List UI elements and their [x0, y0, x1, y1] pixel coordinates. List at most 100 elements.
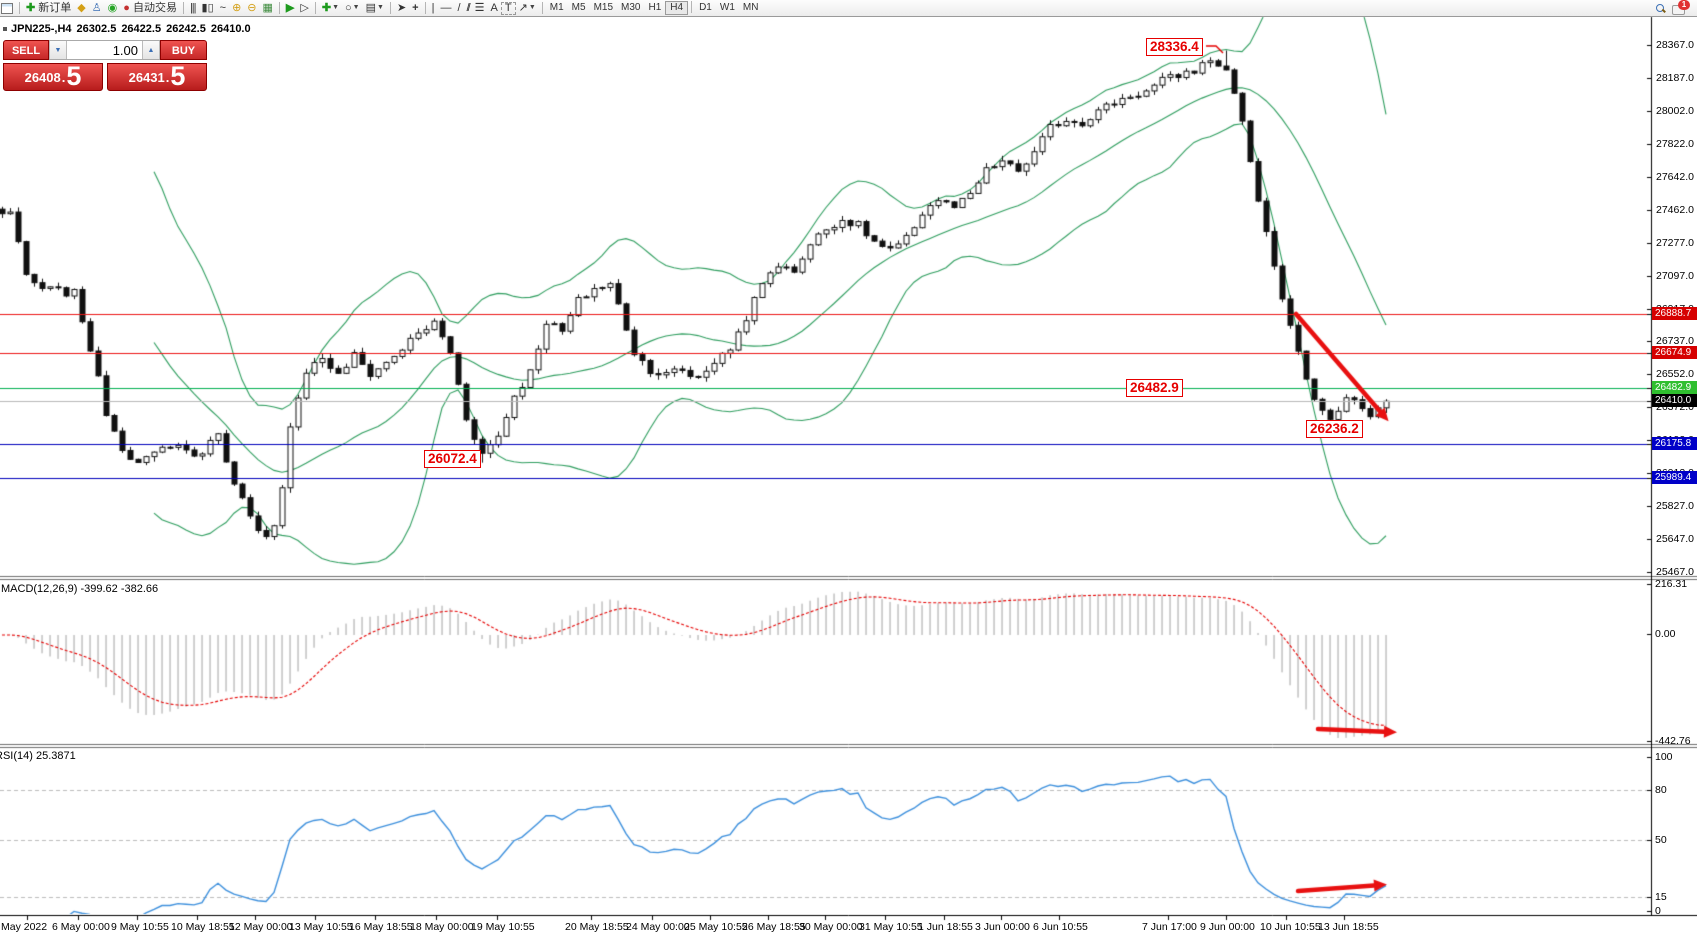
timeframe-h1[interactable]: H1 — [648, 2, 662, 13]
main-toolbar: ✚ 新订单 ◆ ♙ ◉ ● 自动交易 ||| ▮▯ ~ ⊕ ⊖ ▦ ▶ ▷ ✚ ▼… — [0, 0, 1697, 17]
price-level-tag: 26175.8 — [1652, 437, 1697, 450]
price-axis-label: 27462.0 — [1656, 204, 1694, 216]
chevron-down-icon: ▼ — [528, 4, 536, 11]
arrows-tool[interactable]: ↗ ▼ — [518, 2, 536, 14]
sell-price-dot: . — [61, 70, 66, 85]
chart-shift-button[interactable]: ▷ — [300, 2, 309, 14]
time-axis-label: 1 Jun 18:55 — [918, 921, 973, 933]
volume-up-button[interactable]: ▲ — [142, 41, 160, 59]
one-click-trading-panel: SELL ▼ ▲ BUY 26408.5 26431.5 — [3, 40, 207, 91]
price-axis-label: 28367.0 — [1656, 39, 1694, 51]
search-icon[interactable] — [1652, 1, 1669, 15]
toolbar-separator — [389, 2, 391, 14]
timeframe-m1[interactable]: M1 — [549, 2, 564, 13]
time-axis-label: 13 May 10:55 — [289, 921, 353, 933]
buy-button[interactable]: BUY — [160, 40, 207, 60]
price-axis-label: 26737.0 — [1656, 335, 1694, 347]
price-axis-label: 27822.0 — [1656, 138, 1694, 150]
sell-price-display[interactable]: 26408. 5 — [3, 63, 103, 91]
chevron-down-icon: ▼ — [377, 4, 384, 11]
time-axis-label: 10 Jun 10:55 — [1260, 921, 1321, 933]
buy-price-display[interactable]: 26431. 5 — [107, 63, 207, 91]
auto-scroll-button[interactable]: ▶ — [285, 2, 295, 14]
price-annotation[interactable]: 28336.4 — [1146, 38, 1203, 56]
time-axis-label: 26 May 18:55 — [742, 921, 806, 933]
profile-icon[interactable]: ♙ — [91, 2, 102, 14]
candlestick-chart-button[interactable]: ▮▯ — [201, 2, 214, 14]
horizontal-line-tool[interactable]: — — [440, 2, 452, 14]
price-annotation[interactable]: 26482.9 — [1126, 379, 1183, 397]
time-axis-label: 10 May 18:55 — [171, 921, 235, 933]
time-axis-label: 7 Jun 17:00 — [1142, 921, 1197, 933]
price-level-tag: 26410.0 — [1652, 394, 1697, 407]
symbol-period: JPN225-,H4 — [11, 23, 72, 35]
zoom-in-button[interactable]: ⊕ — [232, 2, 242, 14]
templates-button[interactable]: ▤ ▼ — [365, 2, 384, 14]
timeframe-m30[interactable]: M30 — [621, 2, 641, 13]
time-axis-label: May 2022 — [1, 921, 48, 933]
text-label-tool[interactable]: T — [500, 1, 516, 15]
time-axis-label: 9 Jun 00:00 — [1200, 921, 1255, 933]
channel-tool[interactable]: // — [466, 2, 471, 14]
timeframe-mn[interactable]: MN — [742, 2, 759, 13]
buy-price-dot: . — [165, 70, 170, 85]
market-watch-icon[interactable]: ◆ — [77, 2, 86, 14]
plus-icon: ✚ — [26, 2, 36, 14]
time-axis-label: 30 May 00:00 — [799, 921, 863, 933]
toolbar-separator — [19, 2, 20, 14]
timeframe-h4[interactable]: H4 — [665, 1, 689, 15]
rsi-axis-label: 80 — [1655, 784, 1667, 796]
price-axis-label: 28187.0 — [1656, 72, 1694, 84]
price-axis-label: 26552.0 — [1656, 368, 1694, 380]
timeframe-m15[interactable]: M15 — [593, 2, 614, 13]
sell-price-main: 26408 — [24, 70, 61, 85]
chevron-down-icon: ▼ — [352, 4, 360, 11]
buy-price-main: 26431 — [128, 70, 165, 85]
add-indicator-button[interactable]: ✚ ▼ — [321, 2, 340, 14]
timeframe-w1[interactable]: W1 — [719, 2, 735, 13]
periods-button[interactable]: ○ ▼ — [345, 2, 360, 14]
toolbar-separator — [182, 2, 184, 14]
macd-axis-label: 216.31 — [1655, 578, 1688, 590]
chart-icon — [3, 27, 7, 32]
quote-low: 26242.5 — [166, 23, 206, 35]
timeframe-d1[interactable]: D1 — [699, 2, 712, 13]
tile-windows-button[interactable]: ▦ — [262, 2, 273, 14]
price-annotation[interactable]: 26072.4 — [424, 450, 481, 468]
vertical-line-tool[interactable]: | — [431, 2, 435, 14]
bar-chart-button[interactable]: ||| — [189, 2, 197, 14]
rsi-axis-label: 50 — [1655, 834, 1667, 846]
sell-button[interactable]: SELL — [3, 40, 49, 60]
time-axis-label: 18 May 00:00 — [410, 921, 474, 933]
text-tool[interactable]: A — [490, 2, 498, 14]
time-axis-label: 20 May 18:55 — [565, 921, 629, 933]
rsi-axis-label: 15 — [1655, 891, 1667, 903]
price-axis-label: 25647.0 — [1656, 533, 1694, 545]
time-axis-label: 19 May 10:55 — [471, 921, 535, 933]
trendline-tool[interactable]: / — [457, 2, 461, 14]
crosshair-tool-button[interactable]: + — [412, 2, 419, 14]
toolbar-separator — [314, 2, 316, 14]
new-order-button[interactable]: ✚ 新订单 — [26, 2, 72, 14]
zoom-out-button[interactable]: ⊖ — [247, 2, 257, 14]
price-annotation[interactable]: 26236.2 — [1306, 420, 1363, 438]
auto-trading-button[interactable]: ● 自动交易 — [123, 2, 177, 14]
rsi-indicator-label: RSI(14) 25.3871 — [0, 750, 76, 762]
notifications-button[interactable]: 1 — [1669, 0, 1691, 15]
volume-down-button[interactable]: ▼ — [49, 41, 67, 59]
volume-control: ▼ ▲ — [49, 40, 160, 60]
price-axis-label: 27642.0 — [1656, 171, 1694, 183]
timeframe-m5[interactable]: M5 — [571, 2, 586, 13]
price-level-tag: 25989.4 — [1652, 471, 1697, 484]
line-chart-button[interactable]: ~ — [219, 2, 227, 14]
volume-input[interactable] — [67, 41, 142, 59]
price-axis-label: 27277.0 — [1656, 237, 1694, 249]
time-axis-label: 24 May 00:00 — [626, 921, 690, 933]
toolbar-separator — [691, 1, 693, 13]
notification-badge: 1 — [1678, 0, 1690, 10]
cursor-tool-button[interactable]: ➤ — [396, 2, 407, 14]
fibonacci-tool[interactable]: ☰ — [474, 2, 485, 14]
signals-icon[interactable]: ◉ — [107, 2, 118, 14]
chart-window-icon[interactable] — [0, 1, 16, 15]
